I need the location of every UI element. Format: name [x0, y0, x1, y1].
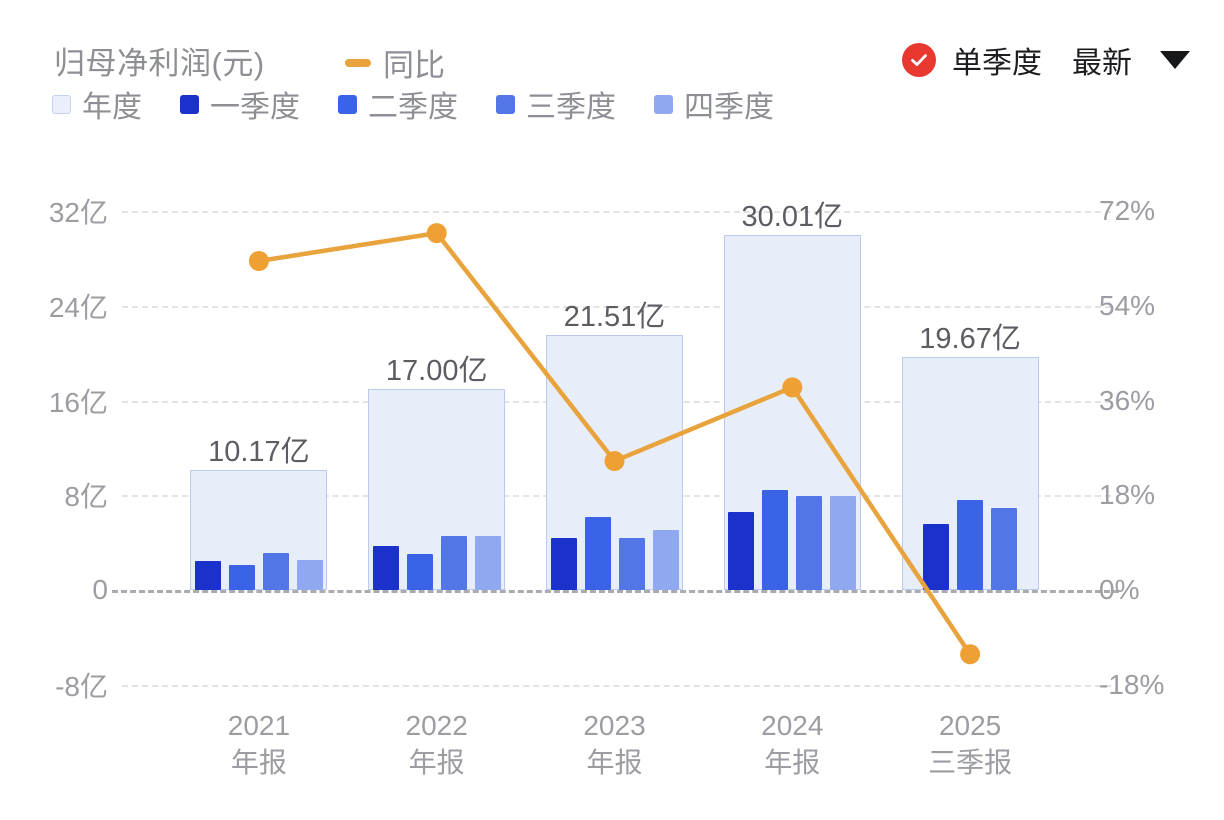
y-axis-tick-right: 72% — [1099, 195, 1156, 226]
bar-value-label: 19.67亿 — [919, 323, 1021, 356]
y-axis-tick-left: 8亿 — [64, 481, 108, 513]
x-axis-tick-line: 2024 — [761, 710, 824, 741]
series-legend: 年度 一季度 二季度 三季度 四季度 — [52, 82, 812, 126]
x-axis-tick[interactable]: 2022 年报 — [406, 708, 468, 782]
quarter-bar[interactable] — [796, 495, 823, 590]
quarter-bar[interactable] — [584, 517, 611, 590]
chevron-down-icon[interactable] — [1160, 51, 1190, 69]
y-axis-tick-left: 32亿 — [48, 197, 108, 228]
yoy-line-point[interactable] — [960, 644, 981, 665]
y-axis-tick-right: 54% — [1099, 289, 1156, 321]
grid-line — [122, 684, 1111, 687]
quarter-bar[interactable] — [762, 489, 789, 590]
quarter-bar[interactable] — [728, 512, 755, 590]
y-axis-tick-right: 0% — [1099, 574, 1140, 605]
yoy-line-point[interactable] — [248, 251, 269, 272]
line-series-legend[interactable]: 同比 — [345, 40, 445, 85]
x-axis-tick[interactable]: 2025 三季报 — [928, 708, 1012, 782]
yoy-line-point[interactable] — [426, 223, 447, 244]
chart-header: 归母净利润(元) 同比 单季度 最新 — [0, 18, 1224, 83]
y-axis-tick-right: 18% — [1099, 479, 1156, 511]
legend-item-annual[interactable]: 年度 — [52, 82, 142, 126]
quarter-bar[interactable] — [550, 538, 577, 590]
x-axis-tick-line: 2021 — [227, 710, 291, 741]
quarter-bar[interactable] — [262, 553, 289, 590]
line-legend-swatch — [345, 58, 371, 67]
quarter-bar[interactable] — [296, 559, 323, 590]
y-axis-tick-right: -18% — [1099, 668, 1165, 700]
zero-baseline — [112, 590, 1119, 593]
y-axis-tick-left: 0 — [92, 574, 108, 605]
quarter-bar[interactable] — [228, 565, 255, 590]
page-title: 归母净利润(元) — [54, 46, 265, 81]
quarter-bar[interactable] — [372, 546, 399, 590]
quarter-bar[interactable] — [830, 495, 857, 590]
legend-label-q2: 二季度 — [368, 91, 458, 124]
grid-line — [122, 211, 1111, 213]
quarter-bar[interactable] — [991, 507, 1018, 590]
legend-swatch-q1 — [180, 94, 199, 114]
y-axis-tick-right: 36% — [1099, 384, 1156, 416]
x-axis-tick[interactable]: 2021 年报 — [228, 708, 290, 782]
legend-item-q3[interactable]: 三季度 — [496, 82, 616, 126]
x-axis-tick-line: 2025 — [938, 710, 1002, 741]
bar-value-label: 21.51亿 — [563, 301, 666, 334]
quarter-bar[interactable] — [474, 536, 501, 590]
quarter-bar[interactable] — [957, 499, 984, 590]
bar-value-label: 30.01亿 — [741, 200, 844, 233]
legend-label-q4: 四季度 — [684, 91, 774, 124]
legend-item-q1[interactable]: 一季度 — [180, 82, 300, 126]
x-axis-tick-line: 年报 — [764, 746, 821, 778]
quarter-bar[interactable] — [440, 536, 467, 590]
legend-swatch-q4 — [654, 94, 673, 114]
quarter-bar[interactable] — [194, 560, 221, 590]
quarter-bar[interactable] — [652, 529, 679, 590]
y-axis-tick-left: 16亿 — [48, 386, 108, 418]
header-controls: 单季度 最新 — [902, 38, 1190, 82]
x-axis-tick[interactable]: 2023 年报 — [583, 708, 645, 782]
x-axis-tick-line: 2022 — [405, 710, 468, 741]
period-selector-label[interactable]: 最新 — [1072, 47, 1132, 80]
mode-toggle-label[interactable]: 单季度 — [952, 47, 1042, 80]
y-axis-tick-left: 24亿 — [48, 291, 108, 323]
legend-item-q4[interactable]: 四季度 — [654, 82, 774, 126]
bar-value-label: 10.17亿 — [208, 435, 310, 468]
legend-label-q1: 一季度 — [210, 91, 300, 124]
legend-label-annual: 年度 — [82, 91, 142, 124]
line-legend-label: 同比 — [383, 48, 445, 83]
legend-swatch-q2 — [338, 94, 357, 114]
x-axis-tick-line: 2023 — [583, 710, 646, 741]
x-axis-tick-line: 年报 — [586, 746, 643, 778]
quarter-bar[interactable] — [923, 524, 950, 590]
legend-swatch-q3 — [496, 94, 515, 114]
x-axis-tick[interactable]: 2024 年报 — [761, 708, 823, 782]
x-axis-tick-line: 年报 — [230, 746, 287, 778]
legend-item-q2[interactable]: 二季度 — [338, 82, 458, 126]
x-axis-tick-line: 年报 — [408, 746, 465, 778]
quarter-bar[interactable] — [618, 537, 645, 590]
quarter-bar[interactable] — [406, 553, 433, 590]
bar-value-label: 17.00亿 — [385, 354, 488, 387]
legend-label-q3: 三季度 — [526, 91, 616, 124]
y-axis-tick-left: -8亿 — [55, 670, 108, 702]
x-axis-tick-line: 三季报 — [928, 746, 1013, 778]
legend-swatch-annual — [52, 94, 71, 114]
check-circle-icon[interactable] — [902, 43, 936, 77]
